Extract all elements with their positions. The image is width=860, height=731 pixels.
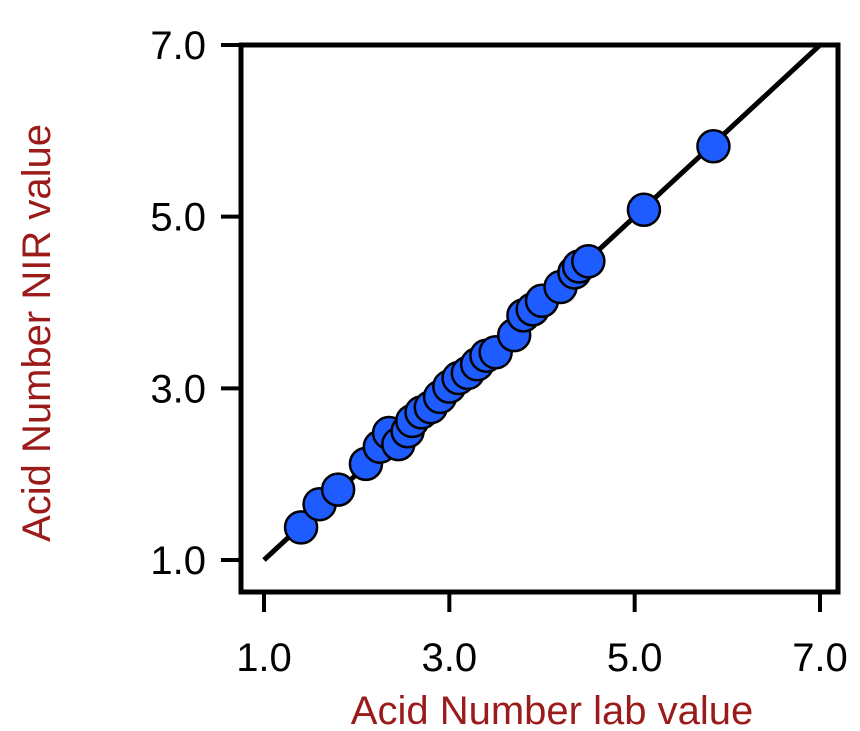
y-tick-label: 1.0 [150, 539, 206, 583]
data-point [696, 129, 731, 164]
data-point [320, 472, 356, 507]
y-axis-label: Acid Number NIR value [15, 124, 59, 542]
x-tick-label: 3.0 [422, 636, 478, 680]
data-point [283, 510, 319, 545]
x-tick-label: 7.0 [792, 636, 848, 680]
plot-frame [238, 42, 841, 595]
y-tick-label: 7.0 [150, 24, 206, 68]
x-axis: 1.0 3.0 5.0 7.0 [236, 592, 848, 680]
y-tick-label: 5.0 [150, 196, 206, 240]
data-point [571, 244, 606, 279]
x-axis-label: Acid Number lab value [351, 689, 753, 731]
x-tick-label: 1.0 [236, 636, 292, 680]
x-tick-label: 5.0 [607, 636, 663, 680]
data-point [626, 192, 662, 228]
data-points [283, 129, 731, 545]
y-axis: 1.0 3.0 5.0 7.0 [150, 24, 241, 583]
y-tick-label: 3.0 [150, 367, 206, 411]
